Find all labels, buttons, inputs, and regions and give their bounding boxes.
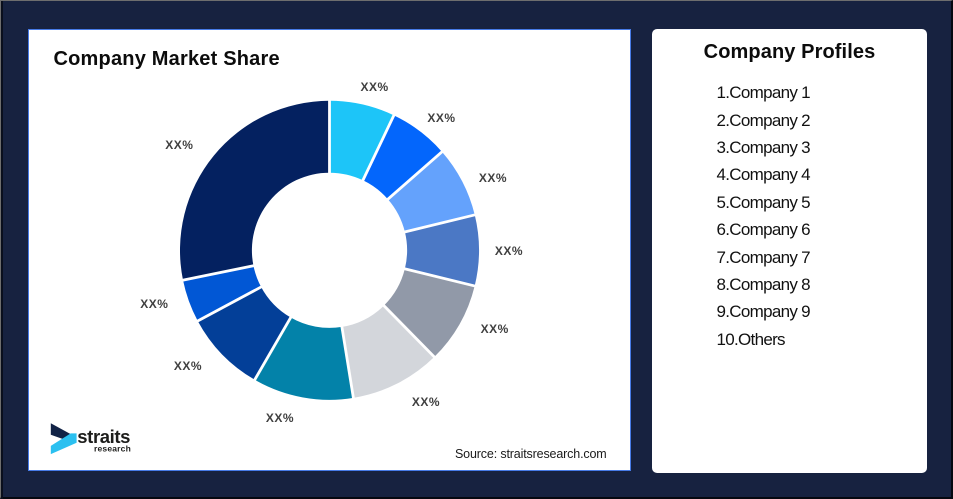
svg-text:research: research <box>94 444 131 454</box>
svg-text:straits: straits <box>77 426 130 447</box>
